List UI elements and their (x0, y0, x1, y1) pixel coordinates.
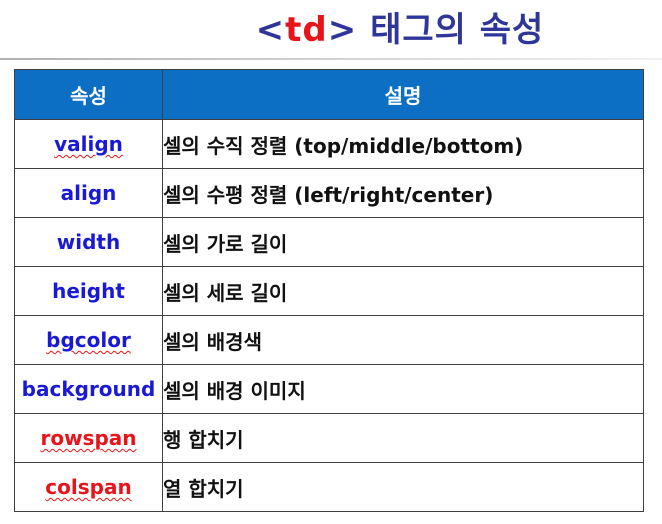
attr-name-cell: colspan (14, 462, 163, 512)
title-divider (0, 58, 662, 60)
attr-desc-cell: 셀의 배경색 (162, 315, 644, 365)
attr-name-cell: background (14, 364, 163, 414)
table-row: colspan 열 합치기 (14, 462, 644, 512)
slide-title: <td> 태그의 속성 (0, 2, 662, 51)
attr-desc-cell: 셀의 배경 이미지 (162, 364, 644, 414)
attr-name-cell: valign (14, 119, 163, 169)
attr-desc-cell: 행 합치기 (162, 413, 644, 463)
attr-name: colspan (45, 475, 132, 499)
attribute-table: 속성 설명 valign 셀의 수직 정렬 (top/middle/bottom… (14, 69, 644, 512)
attr-desc-cell: 셀의 수평 정렬 (left/right/center) (162, 168, 644, 218)
attr-desc-cell: 셀의 수직 정렬 (top/middle/bottom) (162, 119, 644, 169)
title-tag-name: td (285, 10, 328, 50)
table-row: rowspan 행 합치기 (14, 413, 644, 463)
table-row: background 셀의 배경 이미지 (14, 364, 644, 414)
table-row: align 셀의 수평 정렬 (left/right/center) (14, 168, 644, 218)
table-row: bgcolor 셀의 배경색 (14, 315, 644, 365)
table-row: width 셀의 가로 길이 (14, 217, 644, 267)
table-row: valign 셀의 수직 정렬 (top/middle/bottom) (14, 119, 644, 169)
table-row: height 셀의 세로 길이 (14, 266, 644, 316)
title-tag-close: > (327, 10, 358, 50)
attr-name: height (52, 279, 125, 303)
attr-desc-cell: 셀의 가로 길이 (162, 217, 644, 267)
attr-name: width (56, 230, 121, 254)
table-header-row: 속성 설명 (14, 69, 644, 120)
attr-name-cell: height (14, 266, 163, 316)
attr-name: background (21, 377, 156, 401)
title-text: 태그의 속성 (370, 10, 545, 50)
attr-name-cell: rowspan (14, 413, 163, 463)
attr-name: bgcolor (46, 328, 131, 352)
attr-name: rowspan (40, 426, 137, 450)
attr-name-cell: bgcolor (14, 315, 163, 365)
attr-desc-cell: 셀의 세로 길이 (162, 266, 644, 316)
attr-name: valign (54, 132, 123, 156)
attr-name: align (60, 181, 117, 205)
header-description: 설명 (162, 69, 644, 120)
attr-name-cell: align (14, 168, 163, 218)
header-attribute: 속성 (14, 69, 163, 120)
attr-name-cell: width (14, 217, 163, 267)
attr-desc-cell: 열 합치기 (162, 462, 644, 512)
title-tag-open: < (255, 10, 286, 50)
